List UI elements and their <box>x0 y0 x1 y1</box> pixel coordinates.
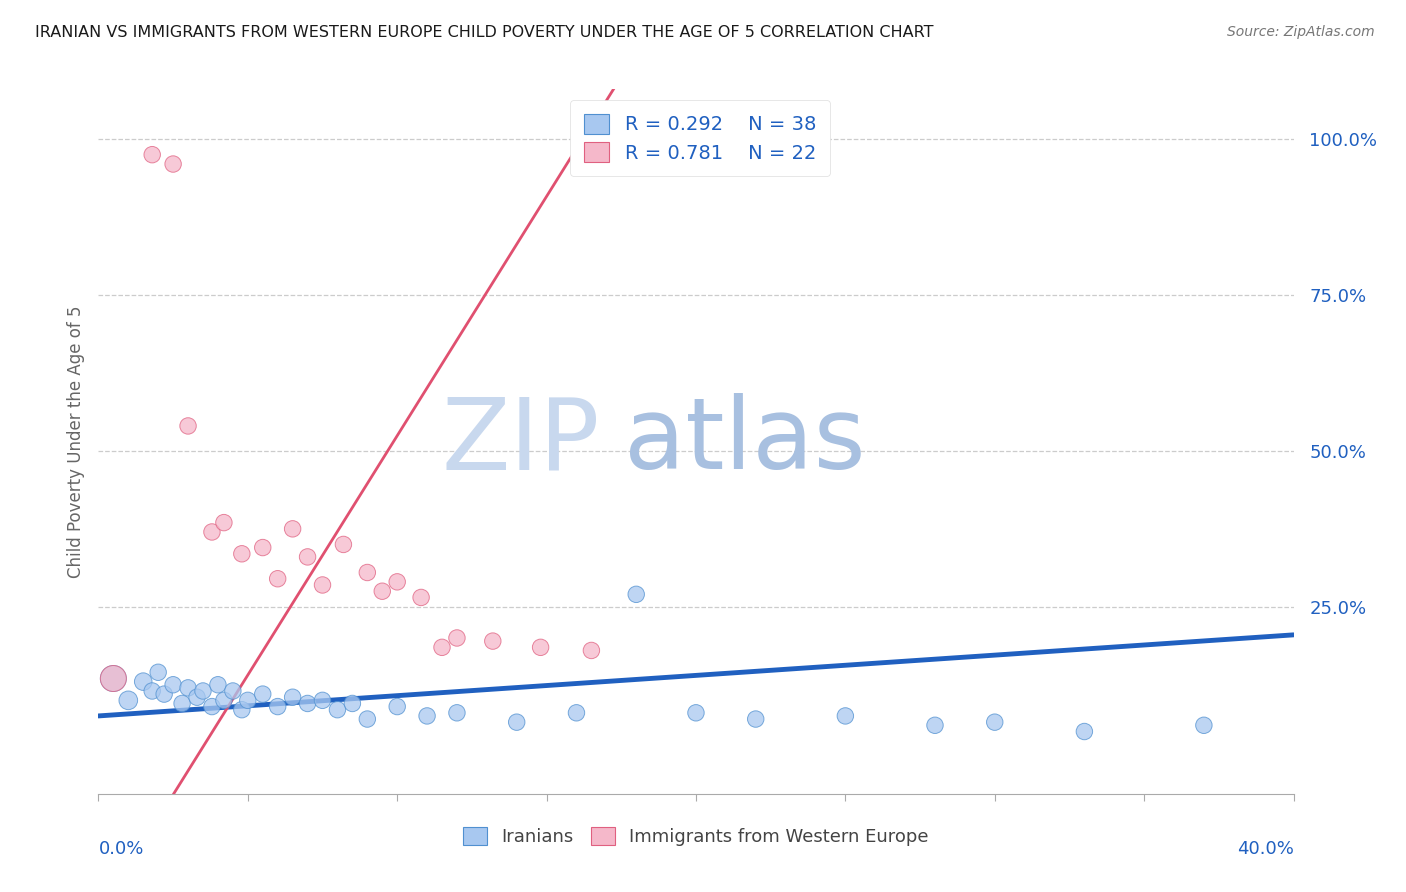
Point <box>446 631 468 645</box>
Point <box>252 541 274 555</box>
Point <box>626 587 648 601</box>
Point <box>1073 724 1095 739</box>
Point <box>1192 718 1215 732</box>
Point <box>342 697 364 711</box>
Point <box>141 684 163 698</box>
Text: 0.0%: 0.0% <box>98 839 143 858</box>
Point <box>267 699 290 714</box>
Point <box>385 574 409 589</box>
Point <box>172 697 194 711</box>
Point <box>148 665 170 680</box>
Point <box>103 672 125 686</box>
Point <box>162 678 184 692</box>
Point <box>411 591 433 605</box>
Point <box>297 549 319 564</box>
Point <box>177 419 200 434</box>
Point <box>326 703 349 717</box>
Point <box>141 147 163 161</box>
Point <box>103 672 125 686</box>
Point <box>252 687 274 701</box>
Point <box>207 678 229 692</box>
Point <box>236 693 259 707</box>
Point <box>281 522 304 536</box>
Point <box>530 640 553 655</box>
Point <box>267 572 290 586</box>
Legend: Iranians, Immigrants from Western Europe: Iranians, Immigrants from Western Europe <box>454 818 938 855</box>
Point <box>430 640 453 655</box>
Point <box>117 693 139 707</box>
Point <box>186 690 208 705</box>
Point <box>297 697 319 711</box>
Point <box>924 718 946 732</box>
Point <box>356 712 378 726</box>
Y-axis label: Child Poverty Under the Age of 5: Child Poverty Under the Age of 5 <box>66 305 84 578</box>
Point <box>482 634 505 648</box>
Point <box>371 584 394 599</box>
Text: Source: ZipAtlas.com: Source: ZipAtlas.com <box>1227 25 1375 39</box>
Point <box>231 547 253 561</box>
Point <box>581 643 603 657</box>
Point <box>311 693 333 707</box>
Point <box>385 699 409 714</box>
Point <box>984 715 1007 730</box>
Point <box>222 684 245 698</box>
Point <box>132 674 155 689</box>
Point <box>191 684 214 698</box>
Point <box>685 706 707 720</box>
Text: IRANIAN VS IMMIGRANTS FROM WESTERN EUROPE CHILD POVERTY UNDER THE AGE OF 5 CORRE: IRANIAN VS IMMIGRANTS FROM WESTERN EUROP… <box>35 25 934 40</box>
Point <box>834 709 856 723</box>
Point <box>153 687 176 701</box>
Point <box>745 712 768 726</box>
Point <box>201 699 224 714</box>
Text: 40.0%: 40.0% <box>1237 839 1294 858</box>
Point <box>446 706 468 720</box>
Point <box>506 715 529 730</box>
Point <box>212 516 235 530</box>
Point <box>212 693 235 707</box>
Point <box>356 566 378 580</box>
Point <box>311 578 333 592</box>
Point <box>565 706 588 720</box>
Point <box>231 703 253 717</box>
Point <box>281 690 304 705</box>
Point <box>332 537 354 551</box>
Point <box>162 157 184 171</box>
Text: atlas: atlas <box>624 393 866 490</box>
Point <box>177 681 200 695</box>
Text: ZIP: ZIP <box>441 393 600 490</box>
Point <box>416 709 439 723</box>
Point <box>201 524 224 539</box>
